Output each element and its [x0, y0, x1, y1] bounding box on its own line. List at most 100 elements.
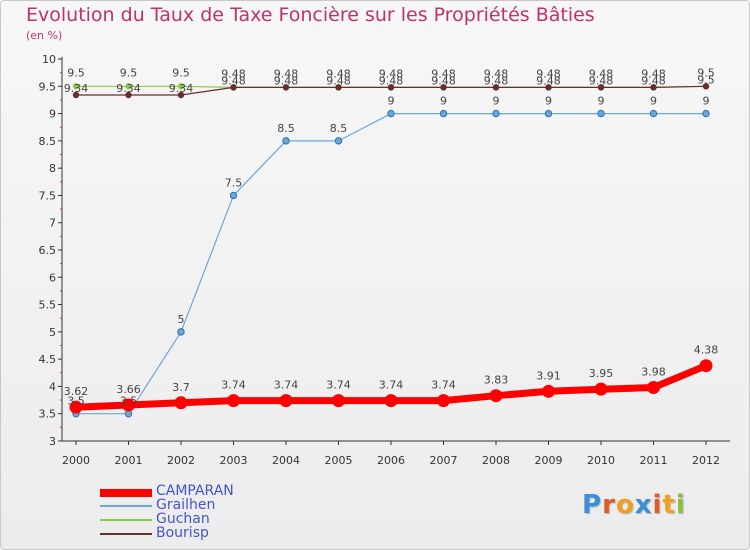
data-point-camparan [384, 394, 398, 408]
data-point-bourisp [335, 84, 342, 91]
data-label-grailhen: 3.5 [120, 395, 138, 408]
legend-swatch [100, 505, 152, 507]
data-point-camparan [437, 394, 450, 408]
data-point-grailhen [702, 109, 710, 118]
data-label-camparan: 3.66 [116, 383, 141, 396]
y-tick-label: 8 [49, 162, 56, 175]
data-point-grailhen [282, 137, 290, 145]
chart-axes: 3 3.5 4 4.5 5 5.5 6 6.5 7 7.5 8 8.5 9 9.5 10 2000 2001 20… [39, 53, 730, 467]
y-tick-label: 4.5 [39, 353, 57, 366]
x-tick-label: 2005 [325, 454, 353, 467]
data-point-grailhen [597, 109, 605, 118]
data-point-grailhen [387, 109, 395, 118]
data-label-bourisp: 9.48 [641, 74, 666, 87]
data-label-grailhen: 9 [598, 95, 605, 108]
legend-swatch [100, 519, 152, 521]
data-label-camparan: 3.83 [484, 374, 509, 387]
data-point-grailhen [334, 137, 343, 145]
data-label-guchan: 9.48 [431, 67, 456, 80]
data-point-bourisp [387, 84, 395, 91]
data-point-guchan [72, 83, 80, 90]
data-point-grailhen [439, 109, 448, 118]
data-label-camparan: 3.74 [274, 379, 299, 392]
data-point-grailhen [492, 109, 500, 118]
data-point-camparan [332, 394, 345, 408]
data-point-camparan [594, 382, 608, 396]
x-tick-label: 2010 [587, 454, 615, 467]
data-point-bourisp [545, 84, 552, 91]
y-tick-label: 9.5 [39, 80, 57, 93]
series-lines [69, 83, 713, 418]
data-label-guchan: 9.48 [536, 67, 561, 80]
x-tick-label: 2008 [482, 454, 510, 467]
data-point-bourisp [702, 83, 710, 90]
data-label-camparan: 3.95 [589, 367, 614, 380]
x-tick-label: 2006 [377, 454, 405, 467]
logo-letter: r [602, 490, 616, 520]
x-tick-label: 2000 [62, 454, 90, 467]
legend-swatch [100, 533, 152, 535]
data-label-bourisp: 9.48 [589, 74, 614, 87]
data-point-bourisp [650, 84, 657, 91]
data-point-grailhen [229, 191, 238, 200]
logo-letter: i [652, 490, 663, 520]
x-tick-label: 2007 [430, 454, 458, 467]
legend-label: Bourisp [156, 525, 209, 541]
x-tick-label: 2002 [167, 454, 195, 467]
data-label-grailhen: 9 [703, 95, 710, 108]
data-point-bourisp [492, 84, 500, 91]
legend-label: Guchan [156, 511, 210, 527]
data-label-guchan: 9.48 [221, 67, 246, 80]
data-point-grailhen [177, 328, 185, 336]
x-tick-label: 2001 [115, 454, 143, 467]
data-point-camparan [647, 381, 660, 395]
data-label-camparan: 3.74 [379, 379, 404, 392]
data-point-grailhen [649, 109, 658, 118]
x-tick-label: 2009 [535, 454, 563, 467]
data-label-grailhen: 5 [178, 313, 185, 326]
logo-letter: o [615, 490, 635, 520]
data-label-guchan: 9.48 [379, 67, 404, 80]
data-label-guchan: 9.48 [326, 67, 351, 80]
data-point-bourisp [125, 91, 132, 99]
data-point-camparan [69, 400, 83, 414]
y-tick-label: 3 [49, 435, 56, 448]
logo-letter: i [675, 490, 686, 520]
data-point-bourisp [440, 84, 447, 91]
y-tick-label: 5 [49, 326, 56, 339]
data-label-bourisp: 9.34 [64, 82, 89, 95]
data-label-grailhen: 9 [440, 95, 447, 108]
x-tick-label: 2003 [220, 454, 248, 467]
data-label-camparan: 3.74 [326, 379, 351, 392]
data-label-camparan: 3.7 [172, 381, 190, 394]
data-label-grailhen: 9 [388, 95, 395, 108]
data-label-grailhen: 9 [493, 95, 500, 108]
data-label-grailhen: 7.5 [225, 176, 243, 189]
data-label-guchan: 9.48 [641, 67, 666, 80]
data-label-grailhen: 3.5 [67, 395, 85, 408]
chart-unit-label: (en %) [26, 29, 63, 42]
y-tick-label: 7.5 [39, 189, 57, 202]
data-label-camparan: 3.74 [431, 379, 456, 392]
data-label-guchan: 9.5 [67, 66, 85, 79]
data-label-grailhen: 8.5 [330, 122, 348, 135]
data-label-guchan: 9.5 [172, 66, 190, 79]
logo-letter: x [634, 490, 653, 520]
logo-letter: P [582, 490, 603, 520]
y-tick-label: 5.5 [39, 299, 57, 312]
data-point-bourisp [597, 84, 605, 91]
data-point-camparan [122, 398, 135, 412]
data-labels: 9.5 9.5 9.5 9.48 9.48 9.48 9.48 9.48 9.48 9.48 9.4… [64, 66, 719, 407]
data-label-grailhen: 9 [650, 95, 657, 108]
y-tick-label: 7 [49, 217, 56, 230]
legend-label: CAMPARAN [156, 483, 234, 499]
data-point-camparan [174, 396, 188, 410]
y-tick-label: 6.5 [39, 244, 57, 257]
data-label-grailhen: 9 [545, 95, 552, 108]
legend-swatch [100, 489, 152, 497]
legend-label: Grailhen [156, 497, 216, 513]
data-point-camparan [699, 359, 713, 373]
data-point-camparan [489, 389, 503, 403]
y-tick-label: 6 [49, 271, 56, 284]
